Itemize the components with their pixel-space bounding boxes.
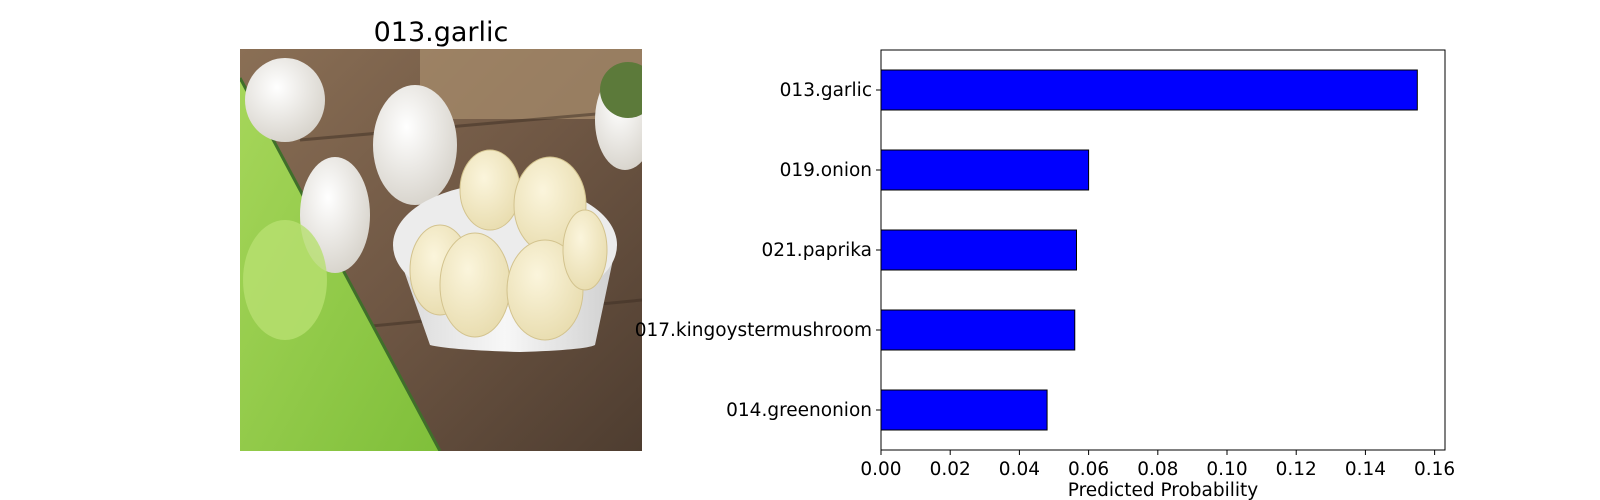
y-tick-label: 013.garlic [780, 80, 872, 101]
bar-013.garlic [880, 69, 1418, 111]
y-tick-label: 019.onion [780, 160, 872, 181]
bars-group [880, 69, 1418, 431]
x-tick-label: 0.06 [1068, 459, 1109, 480]
y-tick-label: 017.kingoystermushroom [635, 320, 872, 341]
bar-021.paprika [880, 229, 1077, 271]
y-tick-label: 014.greenonion [726, 400, 872, 421]
image-title: 013.garlic [374, 17, 509, 48]
x-tick-label: 0.10 [1206, 459, 1247, 480]
x-axis-label: Predicted Probability [1068, 480, 1259, 500]
x-tick-label: 0.08 [1137, 459, 1178, 480]
bar-chart: 013.garlic 019.onion 021.paprika 017.kingoy… [635, 49, 1455, 500]
x-tick-label: 0.16 [1414, 459, 1455, 480]
x-tick-label: 0.14 [1345, 459, 1386, 480]
x-tick-label: 0.04 [999, 459, 1040, 480]
bar-014.greenonion [880, 389, 1048, 431]
y-tick-label: 021.paprika [762, 240, 873, 261]
x-tick-label: 0.00 [860, 459, 901, 480]
axes-frame [880, 49, 1446, 451]
y-tick-labels: 013.garlic 019.onion 021.paprika 017.kingoy… [635, 80, 881, 421]
x-tick-label: 0.02 [930, 459, 971, 480]
x-ticks: 0.00 0.02 0.04 0.06 0.08 0.10 0.12 0.14 0.16 [860, 450, 1455, 480]
x-tick-label: 0.12 [1276, 459, 1317, 480]
bar-017.kingoystermushroom [880, 309, 1076, 351]
garlic-photo [240, 49, 642, 451]
bar-019.onion [880, 149, 1090, 191]
